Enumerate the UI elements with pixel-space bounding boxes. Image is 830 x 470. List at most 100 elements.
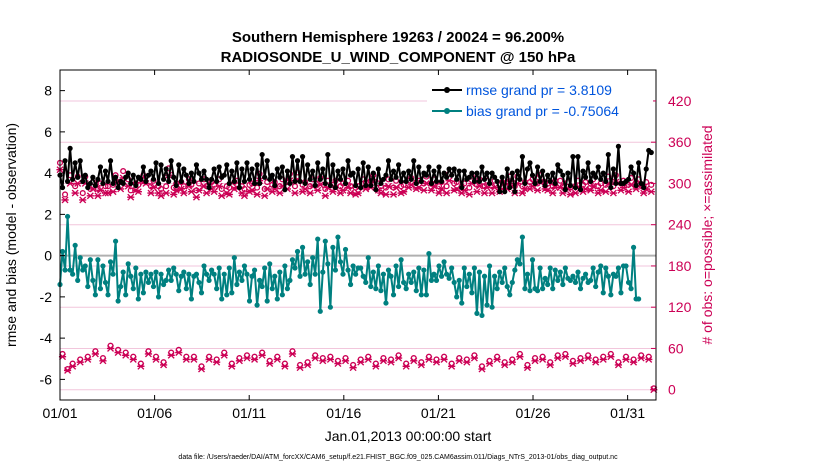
bias-point (365, 255, 371, 261)
rmse-point (168, 158, 174, 164)
bias-point (504, 283, 510, 290)
rmse-point (257, 180, 263, 187)
rmse-point (451, 166, 457, 172)
rmse-point (527, 160, 533, 166)
rmse-point (557, 168, 563, 174)
assimilated-obs-marker (162, 189, 170, 197)
bias-point (502, 265, 508, 271)
rmse-point (287, 180, 293, 187)
bias-point (426, 250, 432, 257)
assimilated-obs-marker (463, 358, 471, 366)
rmse-point (613, 180, 619, 187)
rmse-point (446, 166, 452, 172)
y2-tick-label: 120 (668, 299, 692, 315)
rmse-point (641, 184, 647, 191)
assimilated-obs-marker (422, 179, 430, 187)
rmse-point (345, 158, 351, 164)
rmse-point (105, 178, 111, 184)
rmse-point (100, 180, 106, 187)
assimilated-obs-marker (243, 354, 251, 362)
rmse-point (332, 184, 339, 191)
assimilated-obs-marker (571, 189, 580, 197)
plot-area (59, 69, 657, 401)
assimilated-obs-marker (127, 193, 135, 201)
rmse-point (588, 178, 594, 184)
bias-point (588, 277, 594, 283)
rmse-point (608, 184, 614, 191)
bias-point (471, 265, 477, 271)
rmse-point (95, 176, 101, 182)
assimilated-obs-marker (114, 349, 122, 357)
bias-point (484, 302, 490, 308)
chart-subtitle: RADIOSONDE_U_WIND_COMPONENT @ 150 hPa (221, 49, 576, 66)
rmse-point (269, 172, 275, 178)
rmse-point (59, 184, 66, 191)
bias-point (203, 271, 210, 277)
rmse-point (140, 164, 146, 170)
bias-point (100, 263, 106, 269)
assimilated-obs-marker (304, 361, 312, 369)
rmse-point (87, 180, 93, 187)
rmse-point (166, 178, 172, 184)
rmse-point (130, 172, 136, 178)
bias-point (335, 234, 341, 240)
bias-point (244, 271, 250, 277)
assimilated-obs-marker (640, 189, 648, 197)
bias-point (423, 292, 429, 298)
assimilated-obs-marker (250, 355, 259, 363)
rmse-point (186, 180, 192, 187)
bias-point (373, 286, 379, 292)
assimilated-obs-marker (589, 182, 597, 190)
bias-point (557, 269, 563, 275)
assimilated-obs-marker (334, 360, 342, 368)
bias-point (110, 271, 116, 277)
rmse-point (476, 178, 483, 184)
assimilated-obs-marker (624, 188, 633, 196)
bias-point (428, 277, 435, 283)
bias-point (153, 269, 159, 275)
bias-point (368, 283, 374, 290)
assimilated-obs-marker (531, 357, 539, 365)
bias-point (388, 273, 394, 279)
rmse-point (138, 176, 144, 182)
rmse-point (254, 162, 260, 168)
y-tick-label: -4 (40, 330, 53, 346)
rmse-point (133, 182, 139, 189)
rmse-point (302, 180, 308, 187)
bias-point (398, 257, 404, 263)
assimilated-obs-marker (74, 179, 82, 187)
bias-point (128, 273, 134, 279)
bias-point (332, 267, 339, 273)
bias-point (615, 265, 622, 271)
assimilated-obs-marker (276, 189, 284, 197)
assimilated-obs-marker (516, 353, 524, 361)
assimilated-obs-marker (609, 189, 617, 197)
rmse-point (590, 170, 596, 176)
bias-point (226, 265, 232, 271)
assimilated-obs-marker (187, 188, 195, 196)
bias-point (312, 271, 318, 277)
assimilated-obs-marker (493, 355, 501, 363)
bias-point (550, 286, 556, 292)
bias-point (173, 271, 179, 277)
bias-point (176, 288, 182, 294)
bias-point (130, 286, 136, 292)
rmse-point (82, 172, 88, 178)
rmse-point (198, 176, 205, 182)
bias-point (370, 269, 376, 275)
bias-point (277, 269, 283, 275)
rmse-point (570, 154, 576, 160)
bias-point (315, 236, 321, 242)
rmse-point (226, 180, 232, 187)
bias-point (454, 294, 460, 300)
rmse-point (406, 168, 412, 174)
assimilated-obs-marker (637, 354, 645, 362)
bias-point (72, 242, 78, 248)
rmse-point (481, 176, 488, 182)
rmse-point (120, 180, 126, 187)
x-tick-label: 01/21 (421, 405, 456, 421)
bias-point (378, 288, 384, 294)
rmse-point (497, 189, 503, 195)
y2-tick-label: 180 (668, 258, 692, 274)
rmse-point (471, 178, 477, 184)
